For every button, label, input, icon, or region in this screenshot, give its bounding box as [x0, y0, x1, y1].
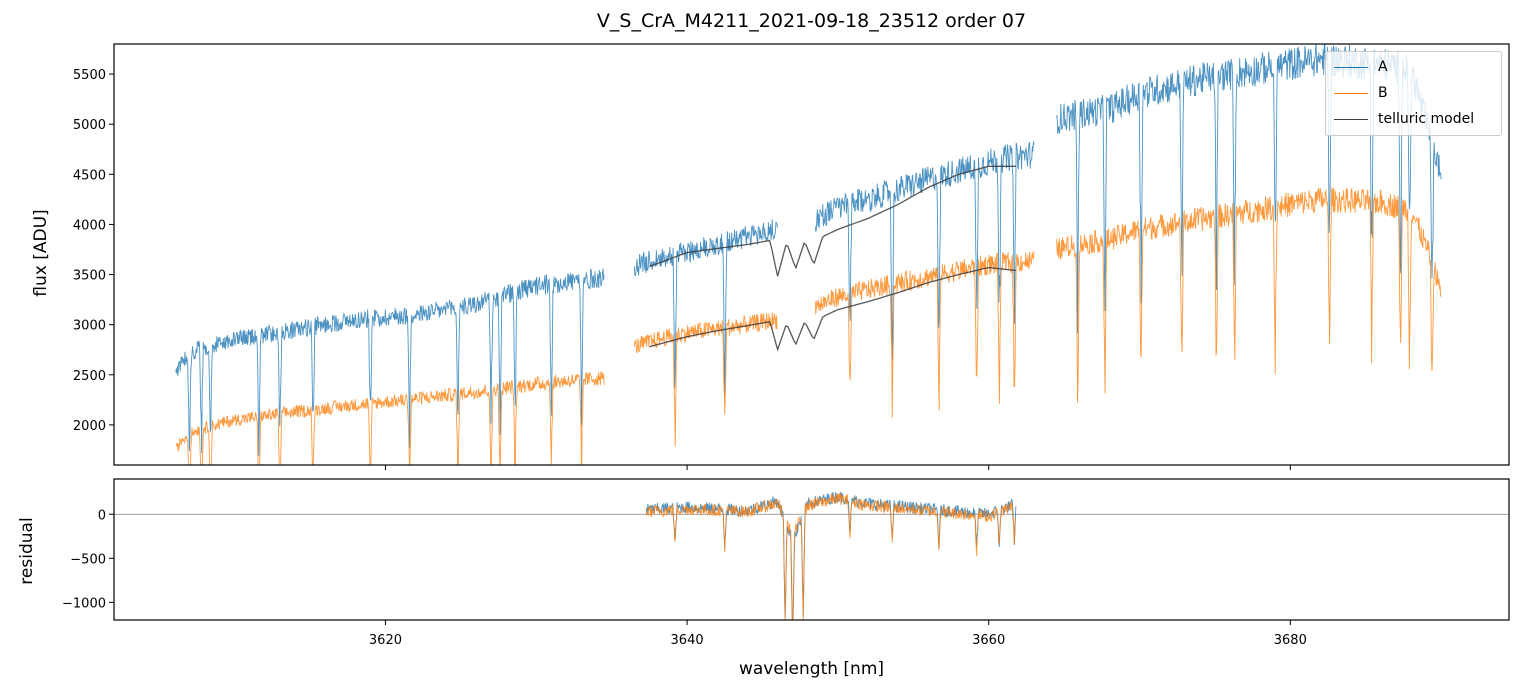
legend: A B telluric model — [1325, 51, 1502, 136]
series-b-segment-3 — [1056, 187, 1442, 403]
series-a-segment-0 — [175, 268, 605, 456]
legend-item-a: A — [1334, 57, 1388, 77]
bottom-y-axis-label: residual — [17, 517, 37, 585]
x-tick-label: 3660 — [972, 633, 1005, 648]
top-y-tick-label: 3500 — [73, 269, 106, 284]
series-a-segment-2 — [814, 141, 1035, 361]
legend-item-telluric-model: telluric model — [1334, 109, 1474, 129]
top-y-tick-label: 2000 — [73, 419, 106, 434]
x-tick-label: 3680 — [1274, 633, 1307, 648]
chart-title: V_S_CrA_M4211_2021-09-18_23512 order 07 — [596, 10, 1027, 32]
bottom-y-tick-label: −1000 — [62, 596, 106, 611]
series-a-segment-1 — [633, 219, 779, 396]
bottom-y-tick-label: 0 — [98, 508, 106, 523]
legend-label-telluric-model: telluric model — [1378, 111, 1475, 127]
legend-swatch-b — [1334, 92, 1368, 94]
top-y-axis-label: flux [ADU] — [31, 209, 51, 297]
top-y-tick-label: 2500 — [73, 369, 106, 384]
bottom-y-tick-label: −500 — [70, 552, 106, 567]
x-tick-label: 3620 — [369, 633, 402, 648]
top-y-tick-label: 5500 — [73, 68, 106, 83]
residual-series-b — [645, 492, 1017, 620]
legend-label-a: A — [1378, 59, 1388, 75]
top-axes-frame — [113, 43, 1510, 466]
legend-swatch-a — [1334, 66, 1368, 68]
legend-swatch-telluric-model — [1334, 118, 1368, 120]
series-b-segment-2 — [814, 251, 1035, 418]
legend-item-b: B — [1334, 83, 1388, 103]
bottom-axes-frame — [113, 478, 1510, 621]
series-telluric-model-segment-1 — [649, 266, 1016, 352]
series-telluric-model-segment-0 — [649, 165, 1016, 277]
top-y-tick-label: 5000 — [73, 118, 106, 133]
series-b-segment-0 — [175, 371, 605, 465]
top-y-tick-label: 4000 — [73, 218, 106, 233]
top-y-tick-label: 4500 — [73, 168, 106, 183]
x-tick-label: 3640 — [671, 633, 704, 648]
x-axis-label: wavelength [nm] — [738, 659, 885, 679]
series-b-segment-1 — [633, 312, 778, 447]
top-y-tick-label: 3000 — [73, 319, 106, 334]
legend-label-b: B — [1378, 85, 1388, 101]
